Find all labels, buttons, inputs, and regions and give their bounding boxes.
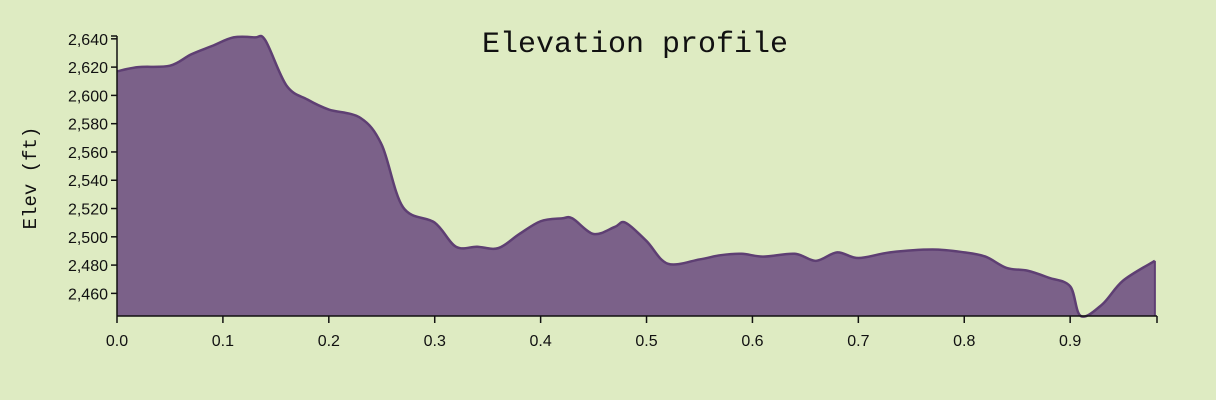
x-tick-label: 0.8 [953, 333, 975, 350]
y-axis: 2,460 2,480 2,500 2,520 2,540 2,560 2,580 2,600… [68, 32, 118, 316]
chart-title: Elevation profile [482, 28, 788, 62]
x-axis: 0.0 0.1 0.2 0.3 0.4 0.5 0.6 0.7 0.8 0.9 [106, 315, 1158, 350]
x-tick-label: 0.5 [635, 333, 657, 350]
elevation-line [116, 34, 1156, 318]
y-tick-label: 2,540 [68, 173, 108, 190]
elevation-area [117, 35, 1155, 317]
x-tick-label: 0.3 [424, 333, 446, 350]
y-axis-label: Elev (ft) [20, 127, 42, 230]
y-tick-label: 2,480 [68, 258, 108, 275]
y-tick-label: 2,560 [68, 145, 108, 162]
x-tick-label: 0.6 [741, 333, 763, 350]
y-tick-label: 2,600 [68, 88, 108, 105]
y-tick-label: 2,580 [68, 117, 108, 134]
x-tick-label: 0.7 [847, 333, 869, 350]
y-tick-label: 2,620 [68, 60, 108, 77]
y-tick-label: 2,460 [68, 286, 108, 303]
x-tick-label: 0.9 [1059, 333, 1081, 350]
y-tick-label: 2,520 [68, 202, 108, 219]
x-tick-label: 0.2 [318, 333, 340, 350]
x-tick-label: 0.4 [530, 333, 552, 350]
x-tick-label: 0.1 [212, 333, 234, 350]
y-tick-label: 2,640 [68, 32, 108, 49]
x-tick-label: 0.0 [106, 333, 128, 350]
y-tick-label: 2,500 [68, 230, 108, 247]
